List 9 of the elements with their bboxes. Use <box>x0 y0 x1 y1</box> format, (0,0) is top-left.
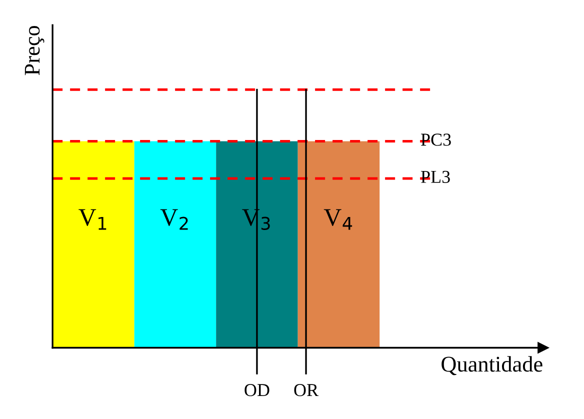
text: OD <box>244 384 270 396</box>
x-axis-title: Quantidade <box>442 356 542 376</box>
ref-line-label: PL3 <box>421 170 450 183</box>
x-tick-label: V$_{4}$ <box>324 209 352 230</box>
y-axis-title: Preço <box>24 26 44 76</box>
text: OR <box>294 384 319 396</box>
x-tick-label: V$_{2}$ <box>160 209 188 230</box>
x-tick-label: V$_{1}$ <box>78 209 106 230</box>
ref-line-label: PC3 <box>421 134 451 146</box>
